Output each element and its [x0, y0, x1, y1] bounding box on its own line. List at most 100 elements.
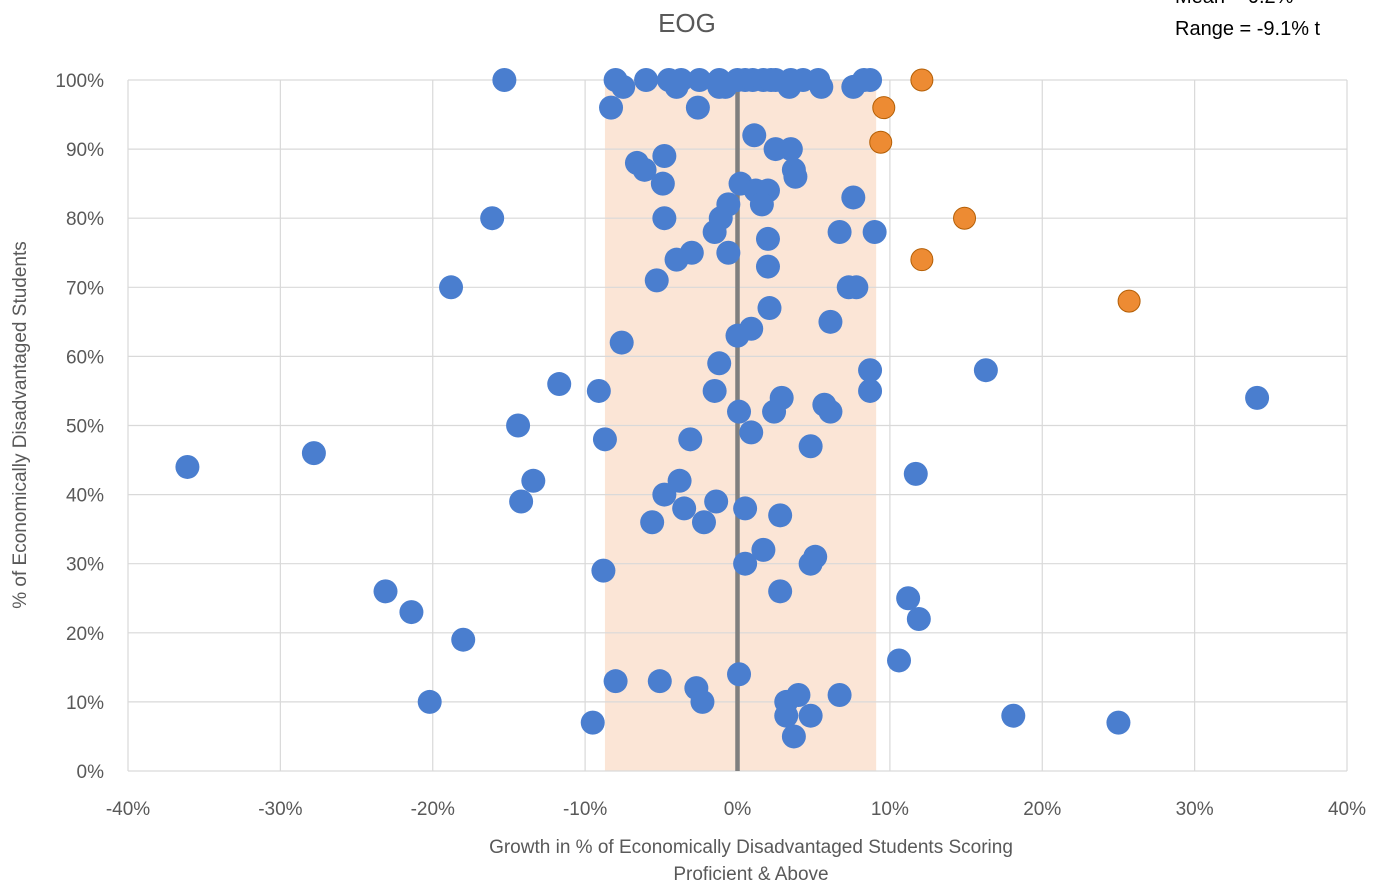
data-point — [599, 95, 624, 120]
x-tick-label: -40% — [106, 799, 150, 820]
highlight-data-point — [869, 130, 893, 154]
highlight-data-point — [953, 206, 977, 230]
annotation-range: Range = -9.1% t — [1175, 18, 1321, 40]
data-point — [480, 206, 505, 231]
data-point — [702, 220, 727, 245]
data-point — [844, 275, 869, 300]
x-tick-label: -20% — [411, 799, 455, 820]
x-tick-label: -10% — [563, 799, 607, 820]
data-point — [301, 441, 326, 466]
x-axis-title-line-2: Proficient & Above — [673, 864, 828, 885]
data-point — [733, 551, 758, 576]
x-tick-label: -30% — [258, 799, 302, 820]
x-tick-label: 10% — [871, 799, 909, 820]
data-point — [827, 682, 852, 707]
chart-title: EOG — [658, 8, 716, 38]
data-point — [798, 551, 823, 576]
y-tick-label: 60% — [66, 347, 104, 368]
data-point — [417, 689, 442, 714]
y-tick-label: 80% — [66, 209, 104, 230]
data-point — [783, 164, 808, 189]
x-tick-label: 40% — [1328, 799, 1366, 820]
y-axis-title: % of Economically Disadvantaged Students — [10, 241, 31, 609]
data-point — [451, 627, 476, 652]
y-tick-label: 20% — [66, 624, 104, 645]
data-point — [903, 461, 928, 486]
data-point — [647, 669, 672, 694]
data-point — [652, 482, 677, 507]
data-point — [672, 496, 697, 521]
data-point — [603, 669, 628, 694]
data-point — [727, 662, 752, 687]
data-point — [652, 206, 677, 231]
data-point — [592, 427, 617, 452]
y-tick-label: 40% — [66, 486, 104, 507]
highlight-data-point — [1117, 289, 1141, 313]
data-point — [858, 358, 883, 383]
x-tick-labels: -40% -30% -20% -10% 0% 10% 20% 30% 40% — [106, 799, 1366, 820]
data-point — [798, 434, 823, 459]
data-point — [1245, 385, 1270, 410]
y-tick-labels: 0% 10% 20% 30% 40% 50% 60% 70% 80% 90% 100% — [55, 71, 104, 783]
annotation-mean: Mean = 0.2% — [1175, 0, 1294, 8]
data-point — [678, 427, 703, 452]
data-point — [586, 378, 611, 403]
data-point — [733, 496, 758, 521]
x-tick-label: 0% — [724, 799, 752, 820]
highlight-data-point — [910, 248, 934, 272]
data-point — [634, 68, 659, 92]
data-point — [827, 220, 852, 245]
data-point — [175, 454, 200, 479]
data-point — [707, 351, 732, 376]
data-point — [691, 510, 716, 535]
data-point — [506, 413, 531, 438]
data-point — [580, 710, 605, 735]
y-tick-label: 70% — [66, 278, 104, 299]
data-point — [973, 358, 998, 383]
y-tick-label: 100% — [55, 71, 104, 92]
data-point — [640, 510, 665, 535]
data-point — [818, 309, 843, 334]
y-tick-label: 90% — [66, 140, 104, 161]
data-point — [727, 399, 752, 424]
data-point — [716, 240, 741, 265]
data-point — [798, 703, 823, 728]
data-point — [652, 144, 677, 169]
data-point — [702, 378, 727, 403]
data-point — [906, 606, 931, 631]
y-tick-label: 30% — [66, 555, 104, 576]
data-point — [1106, 710, 1131, 735]
data-point — [439, 275, 464, 300]
data-point — [774, 703, 799, 728]
data-point — [690, 689, 715, 714]
data-point — [841, 185, 866, 210]
data-point — [492, 68, 517, 92]
data-point — [762, 399, 787, 424]
data-point — [685, 95, 710, 120]
x-axis-title-line-1: Growth in % of Economically Disadvantage… — [489, 837, 1013, 858]
data-point — [749, 192, 774, 217]
data-point — [547, 372, 572, 397]
x-tick-label: 30% — [1176, 799, 1214, 820]
data-point — [1001, 703, 1026, 728]
data-point — [757, 296, 782, 321]
data-point — [755, 254, 780, 279]
data-point — [818, 399, 843, 424]
data-point — [887, 648, 912, 673]
data-point — [679, 240, 704, 265]
data-point — [667, 468, 692, 493]
data-point — [809, 74, 834, 99]
highlight-data-point — [872, 96, 896, 120]
data-point — [373, 579, 398, 604]
data-point — [742, 123, 767, 148]
data-point — [644, 268, 669, 293]
x-tick-label: 20% — [1023, 799, 1061, 820]
y-tick-label: 10% — [66, 693, 104, 714]
data-point — [786, 682, 811, 707]
data-points — [175, 68, 1270, 749]
data-point — [755, 226, 780, 251]
highlight-data-point — [910, 68, 934, 92]
data-point — [778, 137, 803, 162]
data-point — [609, 330, 634, 355]
data-point — [858, 378, 883, 403]
